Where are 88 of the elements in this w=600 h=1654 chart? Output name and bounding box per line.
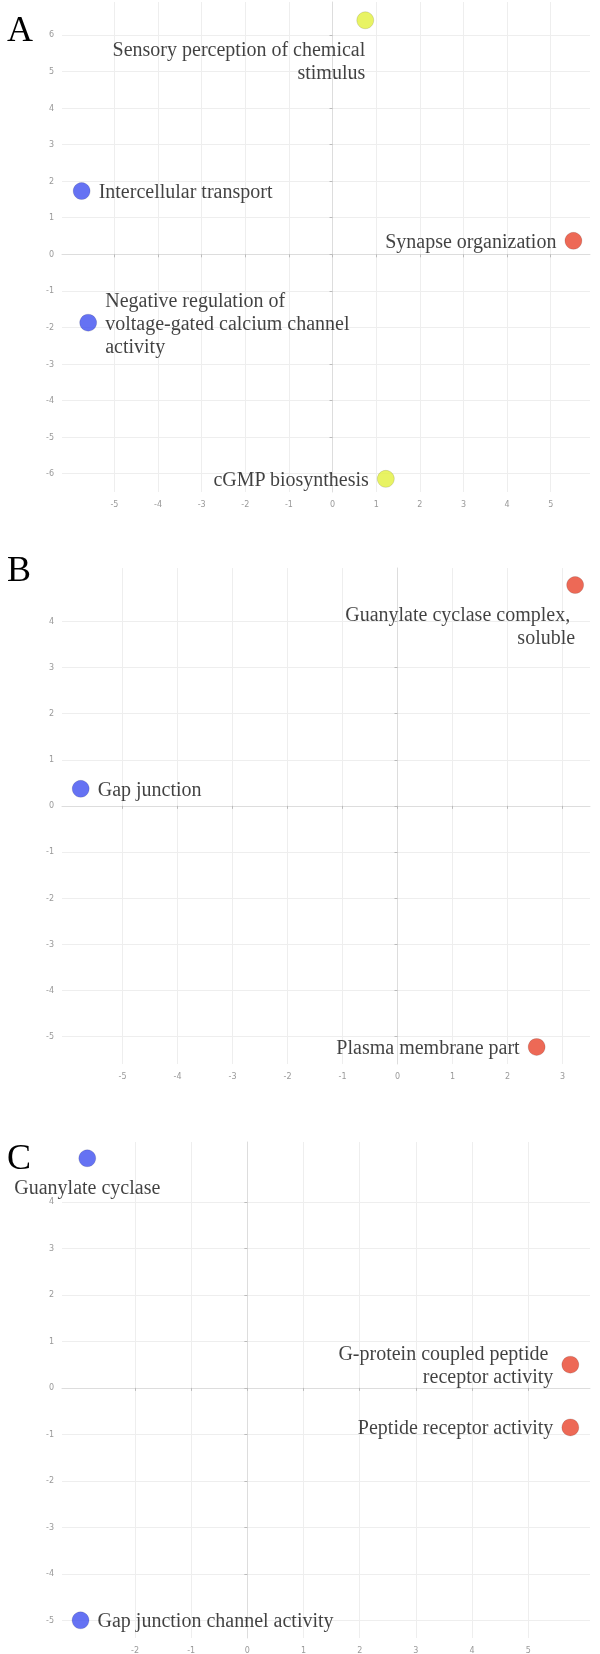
y-tick-label: 1 [48, 1336, 54, 1346]
x-tick-label: -1 [284, 499, 293, 509]
y-tick-label: -4 [46, 985, 54, 995]
y-tick-label: -6 [46, 469, 54, 479]
x-tick-label: 3 [460, 499, 466, 509]
x-tick-label: 1 [300, 1645, 307, 1654]
x-tick-label: -4 [173, 1071, 182, 1081]
y-tick-label: 3 [48, 140, 54, 150]
chart-title: C [7, 1137, 32, 1177]
data-label: Synapse organization [385, 229, 557, 253]
y-tick-label: 0 [48, 801, 54, 811]
y-tick-label: 5 [48, 66, 54, 76]
y-tick-label: -1 [46, 286, 54, 296]
point [527, 1037, 546, 1056]
point [71, 779, 90, 798]
y-tick-label: 0 [48, 1383, 54, 1393]
y-tick-label: -4 [46, 1569, 54, 1579]
chart-title: A [7, 9, 33, 49]
x-tick-label: -3 [228, 1071, 237, 1081]
y-tick-label: 3 [48, 663, 54, 673]
data-label: Gap junction channel activity [97, 1609, 334, 1633]
y-tick-label: -3 [46, 1522, 54, 1532]
x-tick-label: 0 [244, 1645, 250, 1654]
x-tick-label: 2 [357, 1645, 363, 1654]
y-tick-label: -3 [46, 359, 54, 369]
y-tick-label: 6 [48, 30, 54, 40]
x-tick-label: 2 [417, 499, 423, 509]
data-label: Gap junction [97, 777, 202, 801]
point [71, 1611, 90, 1630]
x-tick-label: 1 [449, 1071, 456, 1081]
data-label: Plasma membrane part [336, 1035, 521, 1059]
data-label: Intercellular transport [98, 180, 273, 204]
x-tick-label: -4 [154, 499, 162, 509]
point [72, 182, 91, 201]
point [564, 231, 583, 250]
y-tick-label: 1 [48, 755, 54, 765]
y-tick-label: 2 [48, 1290, 54, 1300]
x-tick-label: -2 [241, 499, 250, 509]
y-tick-label: -1 [46, 847, 54, 857]
y-tick-label: 2 [48, 176, 54, 186]
data-label: Peptide receptor activity [357, 1416, 554, 1440]
x-tick-label: -2 [131, 1645, 140, 1654]
data-label: Guanylate cyclase [14, 1175, 161, 1199]
x-tick-label: 3 [413, 1645, 419, 1654]
y-tick-label: 1 [48, 213, 54, 223]
y-tick-label: -5 [46, 1615, 54, 1625]
y-tick-label: 4 [48, 616, 54, 626]
y-tick-label: -5 [46, 432, 54, 442]
y-tick-label: 2 [48, 709, 54, 719]
y-tick-label: 4 [48, 1197, 54, 1207]
x-tick-label: -1 [338, 1071, 347, 1081]
data-label: Sensory perception of chemical stimulus [112, 37, 366, 83]
point [566, 576, 585, 595]
y-tick-label: -1 [46, 1429, 54, 1439]
point [561, 1418, 580, 1437]
data-label: cGMP biosynthesis [213, 467, 369, 491]
data-label: Guanylate cyclase complex, soluble [345, 602, 576, 648]
x-tick-label: -5 [118, 1071, 127, 1081]
y-tick-label: -2 [46, 893, 54, 903]
x-tick-label: 2 [504, 1071, 511, 1081]
chart-title: B [7, 549, 32, 589]
y-tick-label: -4 [46, 396, 54, 406]
point [356, 11, 375, 30]
y-tick-label: 3 [48, 1243, 54, 1253]
point [561, 1355, 580, 1374]
x-tick-label: 5 [525, 1645, 531, 1654]
x-tick-label: -1 [187, 1645, 196, 1654]
y-tick-label: -2 [46, 322, 54, 332]
x-tick-label: 0 [394, 1071, 401, 1081]
y-tick-label: 0 [48, 249, 54, 259]
y-tick-label: -5 [46, 1031, 54, 1041]
data-label: Negative regulation of voltage-gated calcium channel activity [105, 288, 355, 358]
x-tick-label: 4 [504, 499, 510, 509]
y-tick-label: 4 [48, 103, 54, 113]
x-tick-label: -3 [197, 499, 206, 509]
x-tick-label: 0 [330, 499, 336, 509]
x-tick-label: 5 [548, 499, 554, 509]
x-tick-label: -2 [283, 1071, 292, 1081]
point [79, 313, 98, 332]
point [78, 1149, 97, 1168]
point [376, 469, 395, 488]
x-tick-label: 1 [373, 499, 379, 509]
y-tick-label: -3 [46, 939, 54, 949]
x-tick-label: 3 [559, 1071, 566, 1081]
y-tick-label: -2 [46, 1476, 54, 1486]
x-tick-label: -5 [110, 499, 119, 509]
x-tick-label: 4 [469, 1645, 475, 1654]
data-label: G-protein coupled peptide receptor activity [338, 1342, 554, 1389]
